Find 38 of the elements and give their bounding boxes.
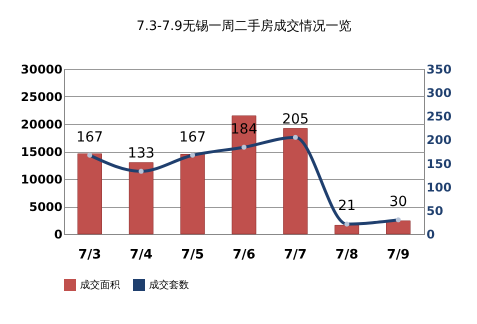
y-tick-label: 15000	[20, 145, 62, 159]
x-tick-label: 7/5	[181, 248, 204, 262]
x-tick-label: 7/8	[335, 248, 358, 262]
bar	[180, 154, 205, 234]
y2-tick-label: 200	[426, 133, 452, 148]
y-tick-label: 10000	[20, 172, 62, 186]
bar	[386, 220, 411, 234]
x-tick-label: 7/6	[232, 248, 256, 262]
chart-title: 7.3-7.9无锡一周二手房成交情况一览	[136, 18, 352, 34]
bar	[232, 116, 256, 234]
y2-tick-label: 250	[426, 110, 452, 124]
x-tick-label: 7/3	[78, 248, 102, 262]
y2-tick-label: 350	[426, 62, 452, 76]
data-label: 30	[389, 194, 408, 210]
y-tick-label: 25000	[20, 90, 62, 104]
y-tick-label: 20000	[20, 118, 62, 132]
data-label: 205	[282, 111, 309, 128]
y2-tick-label: 50	[426, 204, 444, 218]
x-tick-label: 7/9	[386, 248, 410, 262]
bar	[128, 162, 154, 234]
y-tick-label: 5000	[29, 200, 62, 214]
bar	[283, 128, 308, 234]
data-label: 21	[338, 198, 356, 214]
data-label: 133	[128, 145, 155, 162]
y-tick-label: 30000	[20, 62, 62, 76]
y2-tick-label: 300	[426, 86, 452, 100]
bar	[77, 153, 102, 234]
y2-tick-label: 150	[426, 156, 452, 171]
y-tick-label: 0	[54, 228, 62, 242]
legend-label: 成交套数	[149, 279, 189, 291]
y2-tick-label: 0	[426, 228, 435, 242]
data-label: 167	[179, 129, 206, 146]
legend-label: 成交面积	[80, 279, 120, 291]
y2-tick-label: 100	[426, 180, 452, 194]
x-tick-label: 7/7	[284, 248, 307, 262]
bar	[334, 224, 360, 234]
x-tick-label: 7/4	[130, 248, 153, 262]
data-label: 167	[76, 129, 104, 146]
